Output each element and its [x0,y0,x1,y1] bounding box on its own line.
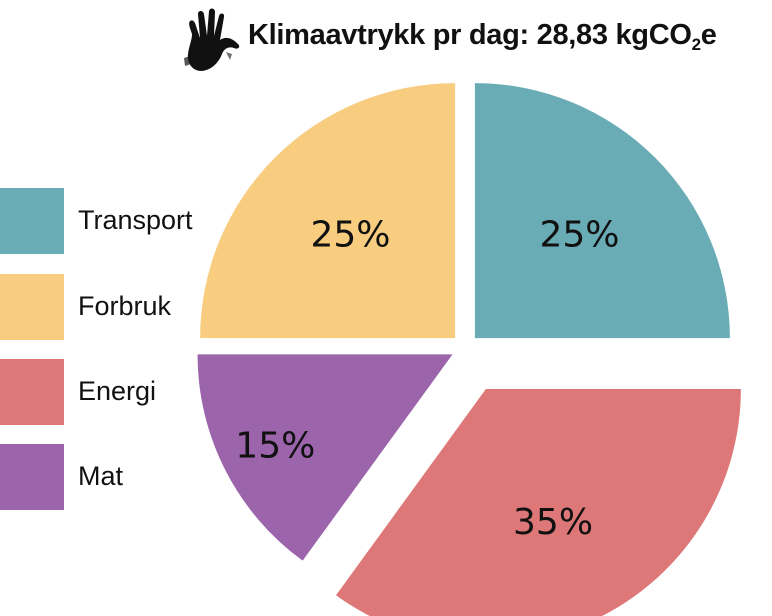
hand-icon [184,8,240,71]
pie-slice-forbruk [200,83,456,339]
legend-swatch-transport [0,188,64,254]
slice-label-energi: 35% [513,502,593,543]
legend-label-energi: Energi [78,376,157,406]
legend-item-mat: Mat [0,444,230,510]
legend-label-forbruk: Forbruk [78,291,172,321]
pie-slice-mat [197,354,453,561]
chart-title: Klimaavtrykk pr dag: 28,83 kgCO2e [248,19,717,54]
legend-swatch-forbruk [0,274,64,340]
legend-swatch-mat [0,444,64,510]
pie-slice-transport [474,83,730,339]
pie-slice-energi [335,388,741,616]
legend-label-mat: Mat [78,461,124,491]
legend-label-transport: Transport [78,205,193,235]
legend-item-transport: Transport [0,188,230,254]
slice-label-transport: 25% [539,215,619,256]
legend-item-energi: Energi [0,359,230,425]
legend-item-forbruk: Forbruk [0,274,230,340]
slice-label-mat: 15% [235,426,315,467]
chart-title-area: Klimaavtrykk pr dag: 28,83 kgCO2e [182,8,717,74]
legend-swatch-energi [0,359,64,425]
slice-label-forbruk: 25% [311,215,391,256]
